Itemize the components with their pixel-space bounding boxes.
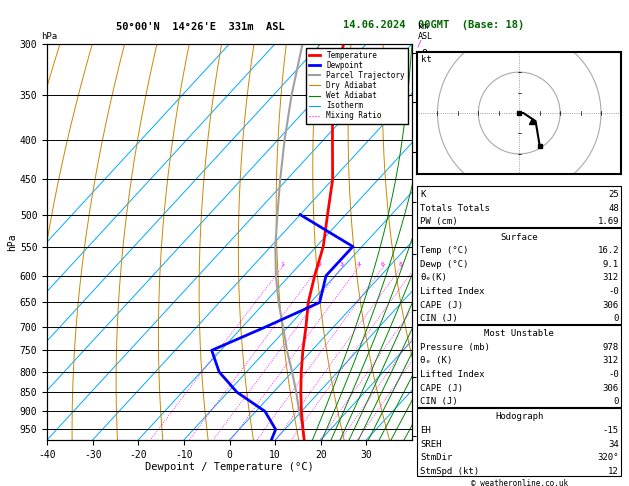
Text: 0: 0: [613, 397, 619, 406]
Text: CAPE (J): CAPE (J): [420, 300, 463, 310]
Text: 12: 12: [608, 467, 619, 476]
Text: Hodograph: Hodograph: [495, 412, 543, 421]
Text: θₑ(K): θₑ(K): [420, 273, 447, 282]
Text: 14.06.2024  00GMT  (Base: 18): 14.06.2024 00GMT (Base: 18): [343, 20, 525, 31]
Text: Totals Totals: Totals Totals: [420, 204, 490, 213]
Text: θₑ (K): θₑ (K): [420, 356, 452, 365]
Text: LCL: LCL: [416, 399, 431, 408]
Text: CAPE (J): CAPE (J): [420, 383, 463, 393]
Text: /: /: [416, 271, 421, 280]
Text: km
ASL: km ASL: [418, 22, 433, 41]
Text: 0: 0: [613, 314, 619, 323]
X-axis label: Dewpoint / Temperature (°C): Dewpoint / Temperature (°C): [145, 462, 314, 472]
Text: /: /: [416, 210, 421, 219]
Text: Lifted Index: Lifted Index: [420, 287, 485, 296]
Text: 978: 978: [603, 343, 619, 352]
Text: Mixing Ratio (g/kg): Mixing Ratio (g/kg): [420, 194, 428, 289]
Y-axis label: km
ASL: km ASL: [425, 223, 440, 242]
Text: 2: 2: [317, 262, 321, 267]
Text: 312: 312: [603, 356, 619, 365]
Text: Surface: Surface: [501, 232, 538, 242]
Text: -0: -0: [608, 287, 619, 296]
Text: /: /: [416, 136, 421, 144]
Text: Pressure (mb): Pressure (mb): [420, 343, 490, 352]
Text: -0: -0: [608, 370, 619, 379]
Text: /: /: [416, 407, 421, 416]
Text: 306: 306: [603, 383, 619, 393]
Text: 16.2: 16.2: [598, 246, 619, 255]
Text: Dewp (°C): Dewp (°C): [420, 260, 469, 269]
Text: SREH: SREH: [420, 439, 442, 449]
Text: 6: 6: [381, 262, 385, 267]
Text: 4: 4: [357, 262, 360, 267]
Text: © weatheronline.co.uk: © weatheronline.co.uk: [470, 479, 568, 486]
Text: /: /: [416, 323, 421, 332]
Text: 9.1: 9.1: [603, 260, 619, 269]
Text: PW (cm): PW (cm): [420, 217, 458, 226]
Text: Most Unstable: Most Unstable: [484, 329, 554, 338]
Text: 3: 3: [340, 262, 343, 267]
Text: 1.69: 1.69: [598, 217, 619, 226]
Text: 8: 8: [399, 262, 403, 267]
Text: hPa: hPa: [41, 32, 57, 41]
Legend: Temperature, Dewpoint, Parcel Trajectory, Dry Adiabat, Wet Adiabat, Isotherm, Mi: Temperature, Dewpoint, Parcel Trajectory…: [306, 48, 408, 123]
Text: 50°00'N  14°26'E  331m  ASL: 50°00'N 14°26'E 331m ASL: [116, 22, 285, 32]
Text: Lifted Index: Lifted Index: [420, 370, 485, 379]
Text: kt: kt: [421, 55, 432, 64]
Text: /: /: [416, 367, 421, 377]
Text: -15: -15: [603, 426, 619, 435]
Text: CIN (J): CIN (J): [420, 397, 458, 406]
Text: K: K: [420, 190, 426, 199]
Text: 1: 1: [281, 262, 284, 267]
Text: 312: 312: [603, 273, 619, 282]
Text: Temp (°C): Temp (°C): [420, 246, 469, 255]
Text: StmSpd (kt): StmSpd (kt): [420, 467, 479, 476]
Text: 25: 25: [608, 190, 619, 199]
Text: StmDir: StmDir: [420, 453, 452, 462]
Text: 320°: 320°: [598, 453, 619, 462]
Text: 34: 34: [608, 439, 619, 449]
Text: 306: 306: [603, 300, 619, 310]
Text: CIN (J): CIN (J): [420, 314, 458, 323]
Text: /: /: [416, 39, 421, 48]
Text: EH: EH: [420, 426, 431, 435]
Text: 48: 48: [608, 204, 619, 213]
Y-axis label: hPa: hPa: [7, 233, 17, 251]
